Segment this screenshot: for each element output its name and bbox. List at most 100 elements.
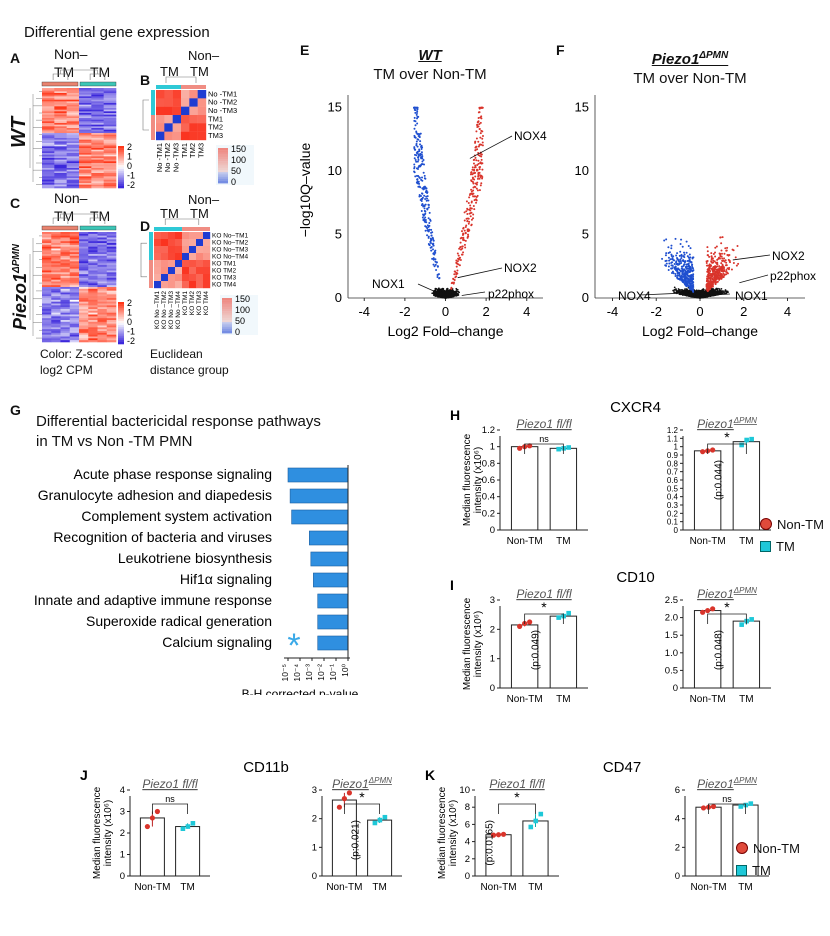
heat-cell [51,248,61,251]
heat-cell [54,139,67,142]
heat-cell [66,126,80,129]
point-up [472,162,475,165]
dist-cell [181,115,190,124]
point-down [414,124,417,127]
dist-row-label: KO No–TM3 [212,246,249,253]
point-ns [718,288,721,290]
heat-cell [42,101,55,104]
heat-cell [97,305,108,308]
heat-cell [97,232,108,235]
heat-cell [69,290,80,293]
heat-cell [42,139,55,142]
point-down [428,221,431,224]
point-ns [703,293,706,296]
heat-cell [103,136,117,139]
point-up [457,257,460,260]
heat-cell [51,296,61,299]
dist-scale-step [222,331,232,334]
heat-cell [88,307,98,310]
heat-cell [79,266,89,269]
heat-cell [103,166,117,169]
group-bar-tm [79,81,117,87]
point-up [474,182,477,185]
heat-cell [42,270,52,273]
heat-cell [69,296,80,299]
heat-cell [79,248,89,251]
heat-cell [88,290,98,293]
heat-cell [91,126,104,129]
heat-cell [88,274,98,277]
point-up [473,166,476,169]
x-tick-label: 4 [523,304,530,319]
heat-cell [42,88,55,90]
heat-cell [54,149,67,152]
heat-cell [42,254,52,257]
heat-cell [106,290,117,293]
heat-cell [88,303,98,306]
dist-col-label: TM1 [180,143,189,158]
heat-cell [79,129,92,132]
dist-cell [154,267,162,275]
point-ns [434,294,436,297]
zscale-tick: -2 [127,336,135,346]
heat-cell [66,139,80,142]
point-up [461,245,464,248]
point-ns [697,289,700,292]
heat-cell [51,239,61,242]
heat-cell [60,314,71,317]
dist-cell [181,131,190,141]
heat-cell [106,340,117,343]
point-ns [450,291,453,294]
heat-cell [66,138,80,140]
heat-cell [91,131,104,134]
heat-cell [66,104,80,107]
heat-cell [91,96,104,99]
heat-cell [69,235,80,238]
point-up [476,177,479,180]
heat-cell [88,270,98,273]
heat-cell [54,103,67,105]
heat-cell [91,109,104,112]
heat-cell [42,239,52,242]
point-ns [456,294,458,297]
heat-cell [79,111,92,114]
heat-cell [69,334,80,337]
dist-cell [203,232,211,240]
point-up [473,208,476,211]
heat-cell [42,292,52,295]
heat-cell [51,244,61,247]
point-down [424,216,427,219]
heat-cell [42,323,52,326]
heat-cell [54,184,67,187]
dist-col-label: KO TM4 [203,291,210,315]
heat-cell [79,113,92,115]
point-ns [724,290,726,293]
point-up [469,204,472,207]
heat-cell [42,309,52,312]
heat-cell [79,316,89,319]
point-up [720,252,723,255]
point-down [437,273,440,276]
col-header-nontm-c-2: TM [54,208,75,224]
heat-cell [103,98,117,100]
heat-cell [42,151,55,154]
dist-cell [164,98,173,107]
heat-cell [42,266,52,269]
point-down [430,246,433,249]
heat-cell [97,303,108,306]
heat-cell [88,265,98,268]
heat-cell [42,111,55,114]
heat-cell [79,128,92,130]
heat-cell [103,154,117,157]
heat-cell [42,96,55,99]
zscale-step [118,164,124,168]
heat-cell [54,111,67,114]
heat-cell [91,103,104,105]
heat-cell [79,309,89,312]
dist-cell [189,232,197,240]
heat-cell [69,243,80,246]
heat-cell [106,318,117,321]
point-down [417,180,420,183]
point-up [476,123,479,126]
point-down [676,276,679,279]
